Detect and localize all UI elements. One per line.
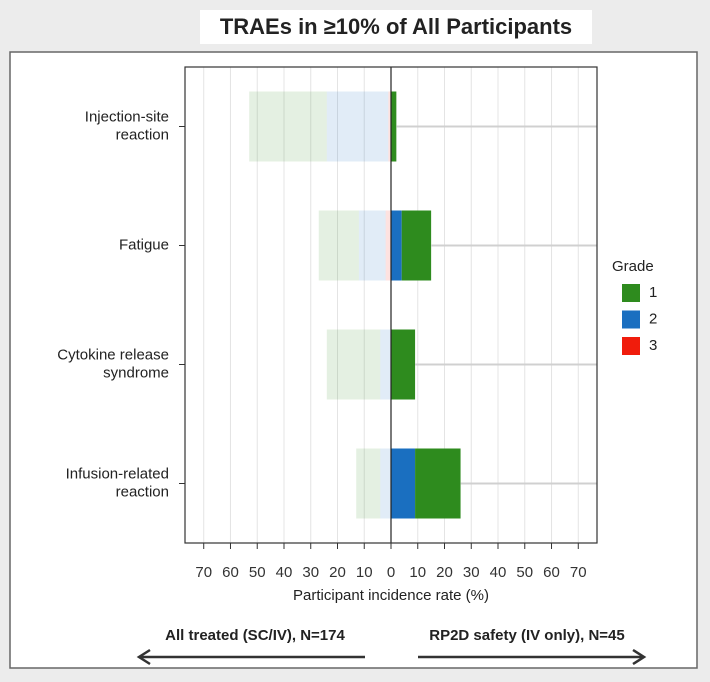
x-tick-label: 50: [516, 564, 533, 581]
x-tick-label: 20: [436, 564, 453, 581]
x-tick-label: 30: [463, 564, 480, 581]
x-axis-label: Participant incidence rate (%): [293, 587, 489, 604]
y-tick-label: Fatigue: [119, 236, 169, 253]
bar: [380, 448, 391, 519]
legend-label: 1: [649, 284, 657, 301]
x-tick-label: 50: [249, 564, 266, 581]
bar: [356, 448, 381, 519]
arrow-head: [632, 648, 647, 666]
bar: [385, 210, 391, 281]
arrow-head: [136, 648, 151, 666]
x-tick-label: 70: [570, 564, 587, 581]
legend-swatch: [622, 337, 640, 355]
panel-label: All treated (SC/IV), N=174: [165, 627, 345, 644]
bar: [249, 91, 327, 162]
x-tick-label: 60: [222, 564, 239, 581]
legend-label: 3: [649, 337, 657, 354]
x-tick-label: 0: [387, 564, 395, 581]
bar: [380, 329, 391, 400]
x-tick-label: 10: [356, 564, 373, 581]
bar: [391, 329, 416, 400]
y-tick-label-line: reaction: [116, 126, 169, 143]
bar: [326, 91, 389, 162]
x-tick-label: 60: [543, 564, 560, 581]
y-tick-label-line: Infusion-related: [66, 465, 169, 482]
bar: [326, 329, 381, 400]
bar: [415, 448, 461, 519]
bar: [391, 448, 416, 519]
x-tick-label: 40: [276, 564, 293, 581]
y-tick-label-line: Injection-site: [85, 108, 169, 125]
y-tick-label: Injection-site reaction: [85, 108, 169, 143]
x-tick-label: 20: [329, 564, 346, 581]
frame: [9, 51, 698, 669]
plot-border: [184, 66, 598, 544]
bar: [401, 210, 432, 281]
legend-title: Grade: [612, 258, 654, 275]
x-tick-label: 10: [409, 564, 426, 581]
bar: [391, 210, 402, 281]
arrows: [136, 648, 647, 666]
chart-title: TRAEs in ≥10% of All Participants: [220, 14, 572, 39]
legend-label: 2: [649, 310, 657, 327]
legend-swatch: [622, 284, 640, 302]
y-tick-label-line: reaction: [116, 483, 169, 500]
y-tick-label: Infusion-related reaction: [66, 465, 169, 500]
panel-label: RP2D safety (IV only), N=45: [429, 627, 624, 644]
x-tick-label: 30: [302, 564, 319, 581]
bar: [391, 91, 397, 162]
bar: [388, 91, 391, 162]
y-tick-label-line: Fatigue: [119, 236, 169, 253]
x-tick-label: 40: [490, 564, 507, 581]
y-tick-label: Cytokine release syndrome: [57, 346, 169, 381]
y-tick-label-line: Cytokine release: [57, 346, 169, 363]
title-box: [200, 10, 592, 44]
legend-swatch: [622, 310, 640, 329]
x-tick-label: 70: [195, 564, 212, 581]
y-tick-label-line: syndrome: [103, 364, 169, 381]
bar: [358, 210, 386, 281]
bar: [318, 210, 359, 281]
